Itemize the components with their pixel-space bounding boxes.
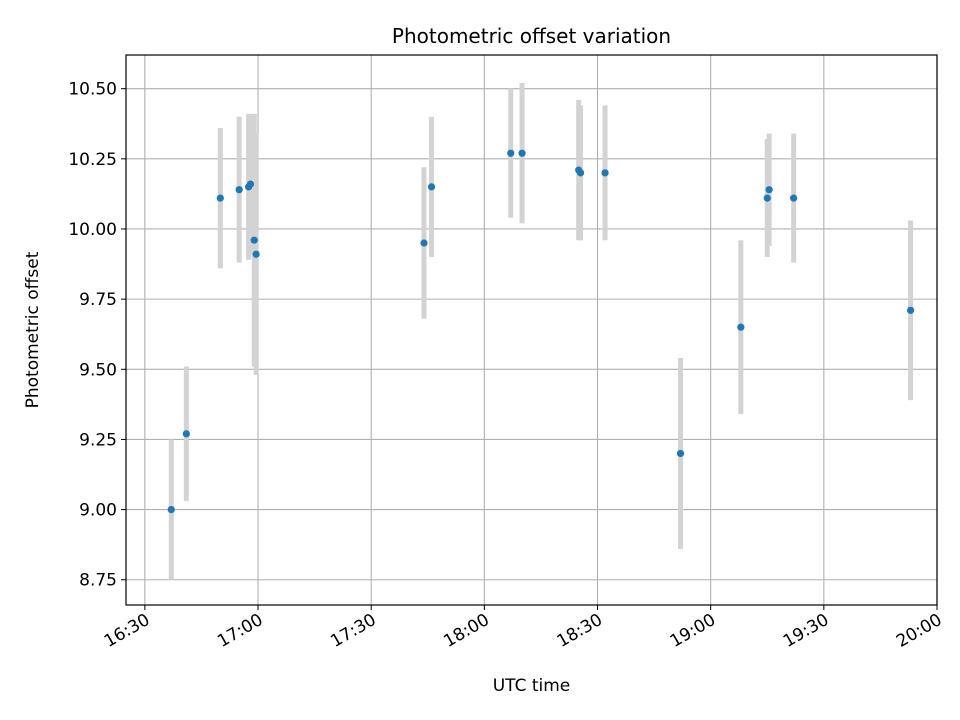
y-tick-label: 9.75: [79, 290, 117, 310]
x-axis-label: UTC time: [493, 676, 571, 696]
data-point: [790, 194, 798, 202]
chart-title: Photometric offset variation: [392, 24, 671, 48]
data-point: [906, 306, 915, 314]
data-point: [420, 239, 428, 247]
data-point: [182, 430, 190, 438]
data-point: [235, 186, 243, 194]
y-tick-label: 10.50: [68, 80, 117, 100]
data-point: [246, 180, 255, 188]
data-point: [507, 149, 515, 157]
y-tick-label: 9.50: [79, 360, 117, 380]
y-tick-label: 9.00: [79, 501, 117, 521]
data-point: [765, 186, 773, 194]
y-tick-label: 9.25: [79, 430, 117, 450]
data-point: [676, 449, 685, 458]
plot-frame: [125, 54, 938, 606]
data-point: [763, 194, 771, 202]
data-point: [216, 194, 224, 202]
y-tick-label: 10.00: [68, 220, 117, 240]
data-point: [252, 250, 260, 258]
data-point: [601, 169, 609, 177]
y-tick-label: 8.75: [79, 571, 117, 591]
y-axis: 8.75 9.00 9.25 9.50 9.75 10.00 10.25 10.50: [68, 80, 126, 591]
y-tick-label: 10.25: [68, 150, 117, 170]
data-point: [576, 169, 585, 177]
data-point: [518, 149, 526, 157]
data-point: [427, 183, 436, 191]
data-point: [250, 236, 258, 244]
data-point: [167, 505, 175, 514]
y-axis-label: Photometric offset: [23, 251, 43, 408]
data-point: [737, 323, 745, 331]
data-points: [167, 149, 915, 514]
